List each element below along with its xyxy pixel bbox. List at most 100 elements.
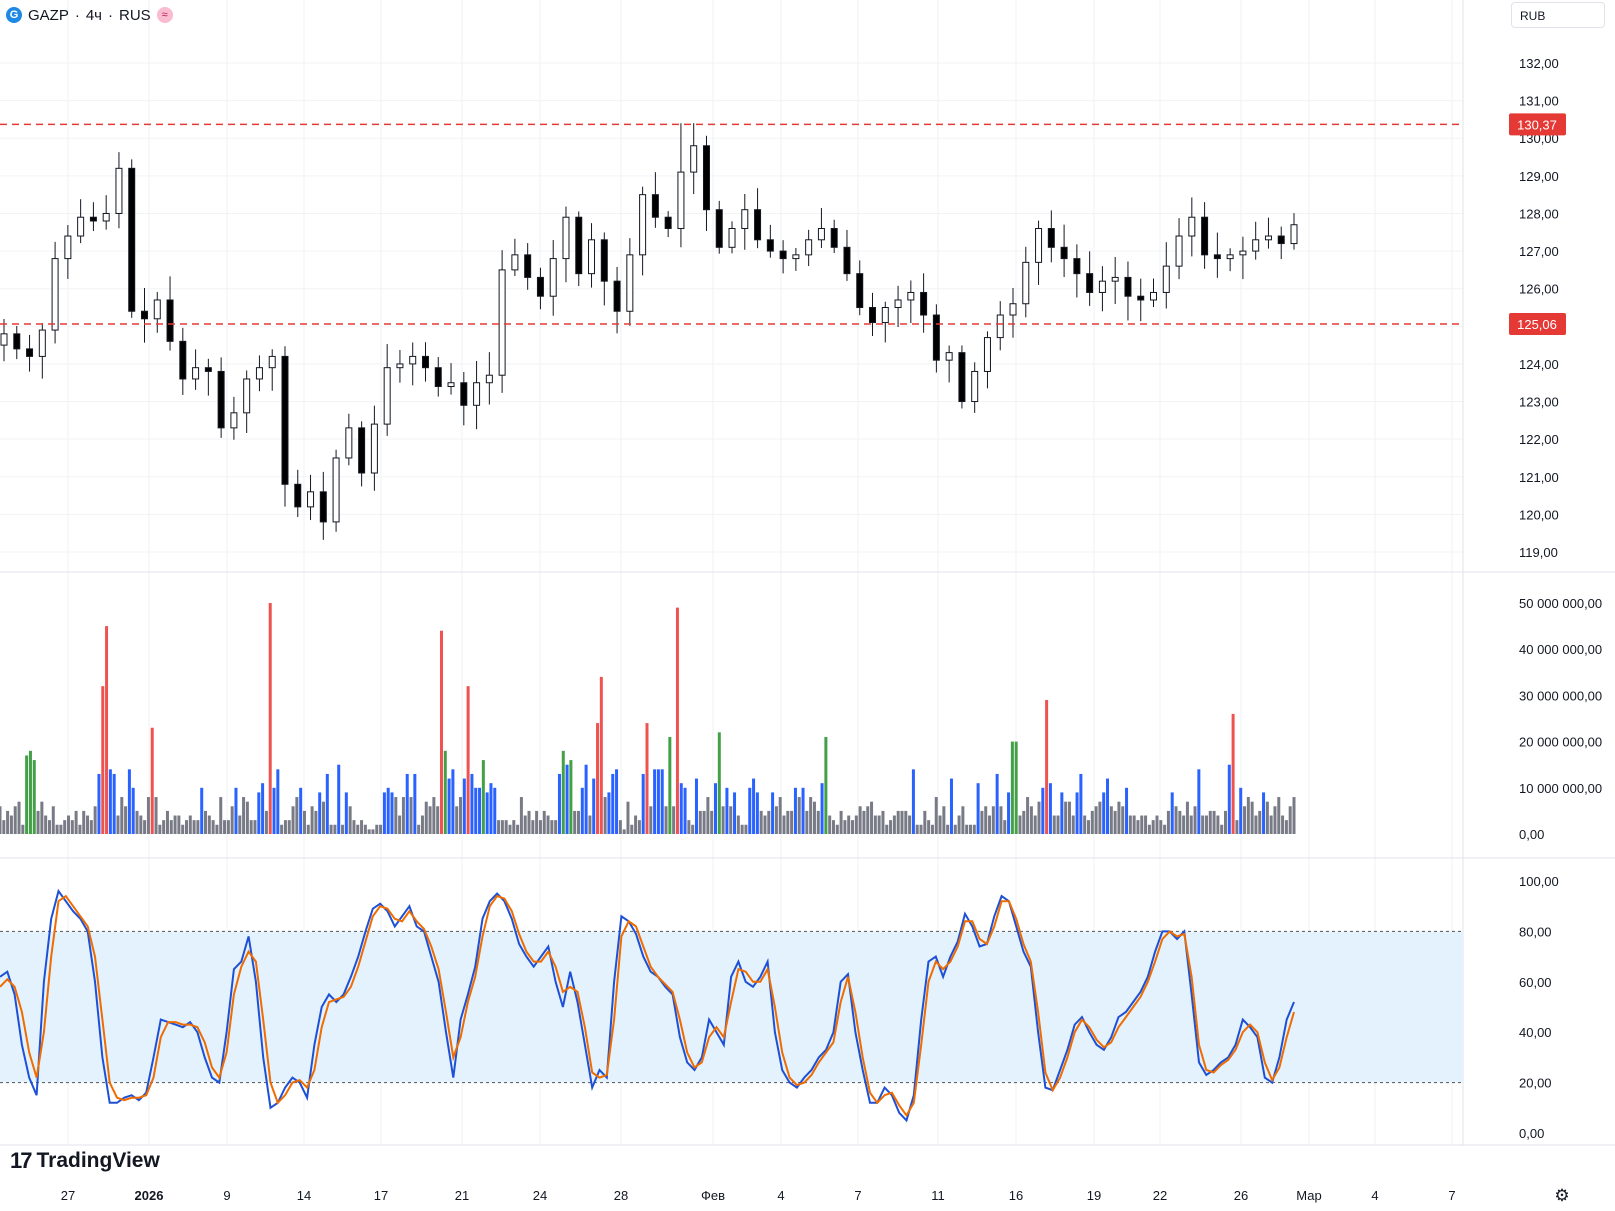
price-tick-label: 124,00 (1519, 357, 1559, 372)
volume-bar (965, 824, 969, 834)
candle-up (894, 299, 902, 309)
data-feed-icon[interactable]: ≈ (156, 7, 173, 23)
volume-bar (82, 810, 86, 834)
interval-label[interactable]: 4ч (85, 6, 103, 24)
candle-up (549, 258, 557, 297)
volume-bar (565, 764, 569, 834)
volume-bar (645, 723, 649, 834)
volume-bar (268, 603, 272, 834)
volume-bar (615, 769, 619, 834)
volume-bar (847, 815, 851, 834)
symbol-name[interactable]: GAZP (28, 6, 69, 24)
price-tick-label: 126,00 (1519, 282, 1559, 297)
volume-bar (1048, 783, 1052, 834)
price-axis[interactable]: 119,00 120,00 121,00 122,00 123,00 124,00 125,… (1509, 56, 1602, 1141)
volume-bar (607, 792, 611, 834)
volume-bar (1090, 810, 1094, 834)
volume-bar (432, 797, 436, 834)
volume-bar (706, 797, 710, 834)
volume-bar (0, 806, 2, 834)
volume-bar (443, 750, 447, 834)
volume-bar (1284, 820, 1288, 834)
price-tick-label: 122,00 (1519, 432, 1559, 447)
volume-bar (158, 824, 162, 834)
candle-down (715, 209, 723, 248)
volume-bar (89, 820, 93, 834)
volume-bar (420, 815, 424, 834)
volume-bar (870, 801, 874, 834)
volume-bar (478, 787, 482, 834)
volume-bar (862, 810, 866, 834)
volume-bar (1060, 792, 1064, 834)
volume-bar (755, 792, 759, 834)
volume-bar (344, 792, 348, 834)
volume-bar (318, 792, 322, 834)
volume-bar (1292, 797, 1296, 834)
volume-bar (580, 787, 584, 834)
candle-up (1150, 291, 1158, 301)
volume-bar (733, 792, 737, 834)
stoch-tick-label: 40,00 (1519, 1025, 1552, 1040)
volume-bar (999, 806, 1003, 834)
volume-bar (207, 815, 211, 834)
candle-up (370, 423, 378, 474)
volume-bar (394, 797, 398, 834)
time-tick-label: 27 (61, 1188, 75, 1203)
gear-icon[interactable]: ⚙ (1554, 1186, 1570, 1205)
price-tick-label: 127,00 (1519, 244, 1559, 259)
volume-bar (261, 783, 265, 834)
volume-bar (546, 815, 550, 834)
volume-bar (211, 820, 215, 834)
volume-bar (938, 815, 942, 834)
symbol-header[interactable]: G GAZP · 4ч · RUS ≈ (6, 4, 173, 26)
volume-bar (70, 820, 74, 834)
candle-down (843, 246, 851, 275)
volume-bar (181, 824, 185, 834)
volume-bar (466, 686, 470, 834)
volume-bar (428, 806, 432, 834)
volume-bar (1052, 815, 1056, 834)
volume-bar (1045, 700, 1049, 834)
candle-up (498, 269, 506, 376)
volume-bar (504, 820, 508, 834)
candle-down (217, 370, 225, 429)
volume-bar (1197, 769, 1201, 834)
stoch-tick-label: 100,00 (1519, 874, 1559, 889)
volume-bar (626, 801, 630, 834)
stoch-tick-label: 80,00 (1519, 924, 1552, 939)
volume-bar (771, 792, 775, 834)
volume-bar (557, 773, 561, 834)
volume-bar (234, 787, 238, 834)
volume-bar (683, 787, 687, 834)
volume-bar (1113, 810, 1117, 834)
time-tick-label: 9 (223, 1188, 230, 1203)
time-tick-label: 11 (931, 1188, 945, 1203)
candle-down (958, 352, 966, 403)
tradingview-logo[interactable]: 17 TradingView (10, 1148, 160, 1174)
volume-bar (1246, 797, 1250, 834)
volume-bar (299, 787, 303, 834)
volume-bar (1159, 820, 1163, 834)
volume-bar (519, 797, 523, 834)
volume-bar (527, 810, 531, 834)
candle-down (421, 355, 429, 369)
candle-down (1086, 273, 1094, 293)
volume-bar (1163, 824, 1167, 834)
candle-up (38, 329, 46, 357)
volume-bar (1094, 806, 1098, 834)
volume-bar (512, 820, 516, 834)
currency-selector[interactable]: RUB (1511, 2, 1605, 28)
volume-bar (1003, 820, 1007, 834)
horizontal-levels[interactable] (0, 123, 1463, 325)
candle-up (192, 367, 200, 380)
price-candles (0, 123, 1298, 540)
volume-bar (51, 806, 55, 834)
time-axis[interactable]: 27 2026 9 14 17 21 24 28 Фев 4 7 11 16 19 22 26 Мар 4 7 (61, 1188, 1456, 1203)
volume-bar (272, 787, 276, 834)
volume-bar (839, 810, 843, 834)
candle-down (1277, 235, 1285, 245)
volume-bar (451, 769, 455, 834)
volume-bar (280, 824, 284, 834)
volume-bar (1079, 773, 1083, 834)
volume-bar (744, 824, 748, 834)
